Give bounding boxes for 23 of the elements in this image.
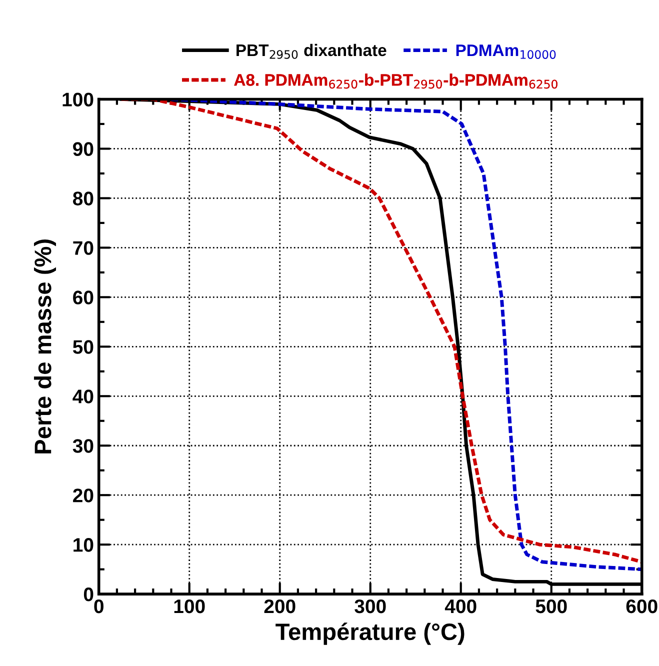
y-tick-label: 0	[84, 588, 94, 602]
y-tick-label: 30	[72, 439, 94, 453]
y-tick-label: 90	[73, 142, 94, 156]
y-tick-label: 20	[73, 488, 94, 502]
legend-label: PDMAm$_{10000}$	[456, 44, 556, 59]
y-tick-label: 10	[74, 538, 94, 552]
x-tick-label: 100	[174, 599, 205, 614]
y-tick-label: 100	[62, 92, 94, 106]
x-tick-label: 200	[264, 599, 296, 614]
legend-label: PBT$_{2950}$ dixanthate	[236, 44, 386, 59]
y-tick-label: 40	[72, 390, 94, 404]
y-tick-label: 50	[72, 340, 94, 354]
y-axis-title: Perte de masse (%)	[34, 240, 56, 454]
y-tick-label: 80	[72, 192, 94, 206]
x-axis-title: Température (°C)	[276, 622, 464, 645]
x-tick-label: 0	[94, 599, 104, 614]
x-tick-label: 400	[444, 599, 476, 614]
x-tick-label: 500	[536, 599, 567, 614]
x-tick-label: 300	[354, 599, 386, 614]
y-tick-label: 70	[73, 241, 94, 255]
x-tick-label: 600	[626, 599, 658, 614]
y-tick-label: 60	[73, 290, 94, 304]
legend-label: A8. PDMAm$_{6250}$-b-PBT$_{2950}$-b-PDMAm$_{6250}$	[234, 74, 558, 89]
